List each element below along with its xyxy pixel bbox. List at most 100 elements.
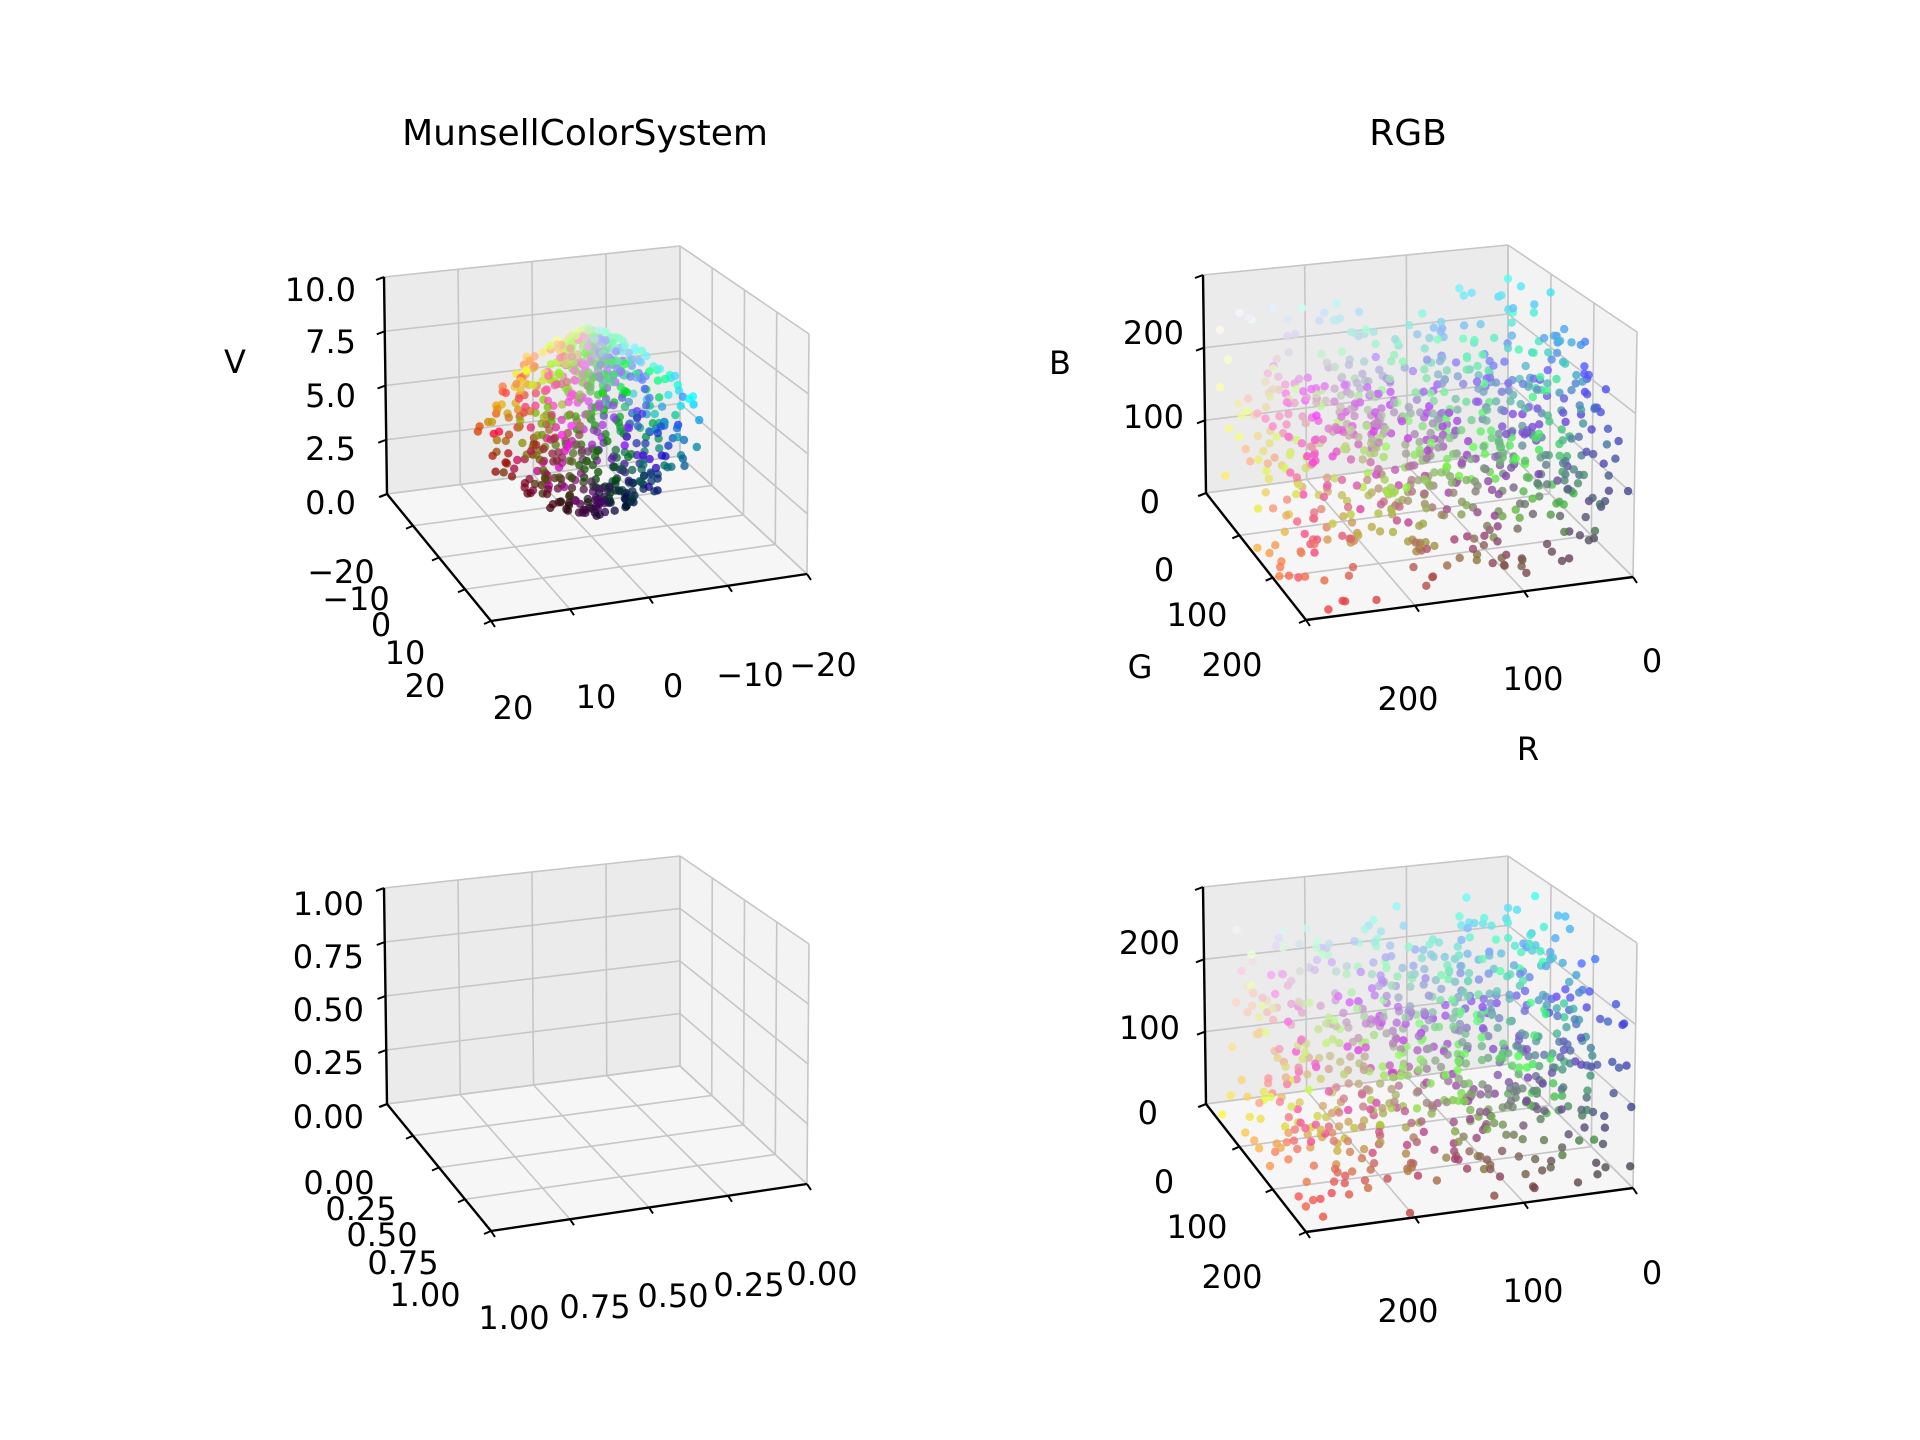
- data-point: [1555, 451, 1564, 460]
- data-point: [581, 505, 590, 515]
- data-point: [563, 411, 572, 420]
- data-point: [523, 489, 532, 498]
- data-point: [1470, 918, 1479, 928]
- data-point: [1453, 942, 1463, 951]
- data-point: [1598, 1139, 1608, 1149]
- data-point: [1372, 595, 1381, 605]
- data-point: [1614, 436, 1623, 446]
- data-point: [1433, 335, 1442, 344]
- data-point: [598, 389, 607, 398]
- data-point: [1285, 450, 1295, 460]
- data-point: [514, 394, 524, 403]
- data-point: [543, 402, 552, 412]
- data-point: [1294, 1192, 1303, 1201]
- data-point: [1281, 1062, 1290, 1071]
- data-point: [1237, 1075, 1246, 1085]
- data-point: [1560, 359, 1570, 368]
- data-point: [1547, 994, 1557, 1004]
- data-point: [1342, 970, 1351, 979]
- data-point: [1327, 958, 1337, 967]
- data-point: [532, 440, 541, 450]
- data-point: [1561, 985, 1570, 994]
- data-point: [653, 428, 662, 438]
- data-point: [639, 460, 648, 469]
- data-point: [1572, 970, 1581, 980]
- data-point: [542, 385, 551, 394]
- data-point: [641, 439, 650, 448]
- data-point: [1320, 308, 1329, 317]
- gridline: [386, 455, 681, 495]
- data-point: [1561, 912, 1570, 921]
- data-point: [1492, 987, 1502, 996]
- gridline: [1507, 313, 1637, 415]
- data-point: [620, 359, 630, 369]
- data-point: [1405, 321, 1414, 330]
- data-point: [1494, 429, 1504, 439]
- data-point: [1434, 938, 1444, 947]
- x-tick: [648, 1206, 654, 1215]
- data-point: [1562, 1022, 1571, 1032]
- data-point: [1475, 1107, 1485, 1117]
- data-point: [656, 422, 665, 431]
- data-point: [550, 381, 559, 390]
- data-point: [1549, 331, 1559, 340]
- y-tick-label: 0.75: [367, 1244, 438, 1282]
- data-point: [1387, 1084, 1396, 1094]
- data-point: [1452, 1081, 1461, 1090]
- data-point: [1361, 325, 1370, 334]
- data-point: [1250, 1136, 1259, 1145]
- data-point: [1487, 433, 1497, 443]
- data-point: [1322, 1039, 1331, 1048]
- y-tick: [457, 588, 466, 594]
- data-point: [1259, 1087, 1269, 1096]
- data-point: [645, 393, 654, 403]
- data-point: [1558, 1065, 1567, 1074]
- data-point: [1368, 1148, 1377, 1158]
- data-point: [1438, 422, 1447, 431]
- data-point: [1346, 390, 1355, 399]
- data-point: [1354, 1046, 1363, 1055]
- data-point: [1546, 510, 1555, 519]
- data-point: [1374, 438, 1383, 447]
- data-point: [1310, 965, 1319, 975]
- data-point: [1297, 439, 1307, 448]
- data-point: [1443, 1050, 1452, 1059]
- data-point: [1547, 355, 1556, 364]
- data-point: [1478, 954, 1487, 964]
- data-point: [582, 456, 591, 466]
- gridline: [1632, 331, 1638, 578]
- data-point: [535, 455, 544, 464]
- data-point: [1565, 1059, 1575, 1068]
- data-point: [583, 342, 592, 352]
- data-point: [1441, 1011, 1450, 1020]
- data-point: [1215, 325, 1225, 335]
- data-point: [1396, 1071, 1406, 1081]
- y-tick: [1198, 492, 1207, 497]
- data-point: [548, 449, 557, 458]
- data-point: [1295, 1098, 1304, 1107]
- data-point: [1341, 1171, 1350, 1180]
- data-point: [1543, 366, 1553, 375]
- data-point: [663, 463, 672, 472]
- data-point: [1298, 412, 1307, 421]
- data-point: [1436, 996, 1445, 1005]
- data-point: [1555, 1037, 1564, 1047]
- data-point: [1348, 1167, 1357, 1176]
- data-point: [1544, 348, 1553, 357]
- gridline: [457, 269, 462, 485]
- data-point: [1374, 509, 1383, 518]
- data-point: [679, 435, 689, 445]
- data-point: [588, 460, 597, 470]
- data-point: [1302, 924, 1311, 933]
- data-point: [1541, 1009, 1551, 1019]
- data-point: [1379, 1071, 1389, 1080]
- data-point: [1309, 1161, 1319, 1170]
- gridline: [605, 863, 608, 1076]
- data-point: [1522, 568, 1531, 578]
- data-point: [1522, 1045, 1532, 1054]
- data-point: [1387, 981, 1397, 990]
- data-point: [1403, 1071, 1412, 1080]
- data-point: [1232, 998, 1241, 1007]
- data-point: [1582, 1093, 1591, 1102]
- data-point: [1226, 1091, 1235, 1100]
